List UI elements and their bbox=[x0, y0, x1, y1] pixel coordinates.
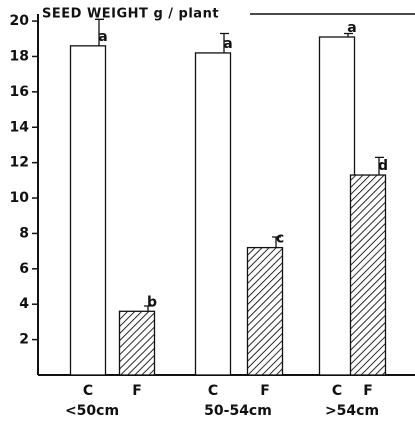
y-tick-label: 8 bbox=[19, 225, 29, 241]
x-tick-label: F bbox=[132, 383, 142, 399]
error-bar bbox=[272, 236, 281, 248]
significance-label: c bbox=[276, 231, 284, 247]
x-tick-label: C bbox=[208, 383, 218, 399]
chart-title: SEED WEIGHT g / plant bbox=[42, 7, 219, 22]
y-tick-label: 18 bbox=[10, 48, 29, 64]
x-tick-label: C bbox=[332, 383, 342, 399]
y-tick-label: 2 bbox=[19, 332, 29, 348]
error-bar bbox=[144, 305, 153, 312]
y-tick-label: 16 bbox=[10, 84, 29, 100]
y-tick-label: 20 bbox=[10, 13, 30, 29]
bar bbox=[246, 246, 284, 376]
bar bbox=[194, 52, 232, 376]
bar bbox=[349, 174, 387, 376]
x-tick-label: C bbox=[83, 383, 93, 399]
y-tick-label: 4 bbox=[19, 296, 29, 312]
significance-label: b bbox=[147, 294, 157, 310]
significance-label: d bbox=[378, 158, 388, 174]
bar bbox=[118, 310, 156, 376]
x-tick-label: F bbox=[363, 383, 373, 399]
group-label: 50-54cm bbox=[204, 403, 272, 419]
y-tick-label: 10 bbox=[10, 190, 30, 206]
x-tick-label: F bbox=[260, 383, 270, 399]
group-label: >54cm bbox=[325, 403, 379, 419]
error-bar bbox=[375, 156, 384, 176]
y-tick-label: 6 bbox=[19, 261, 29, 277]
error-bar bbox=[95, 18, 104, 46]
bar bbox=[69, 45, 107, 376]
y-tick-label: 12 bbox=[10, 155, 29, 171]
significance-label: a bbox=[223, 36, 232, 52]
bar bbox=[318, 36, 356, 376]
error-bar bbox=[220, 32, 229, 53]
significance-label: a bbox=[347, 20, 356, 36]
group-label: <50cm bbox=[65, 403, 119, 419]
y-tick-label: 14 bbox=[10, 119, 30, 135]
significance-label: a bbox=[98, 29, 107, 45]
error-bar bbox=[344, 32, 353, 38]
